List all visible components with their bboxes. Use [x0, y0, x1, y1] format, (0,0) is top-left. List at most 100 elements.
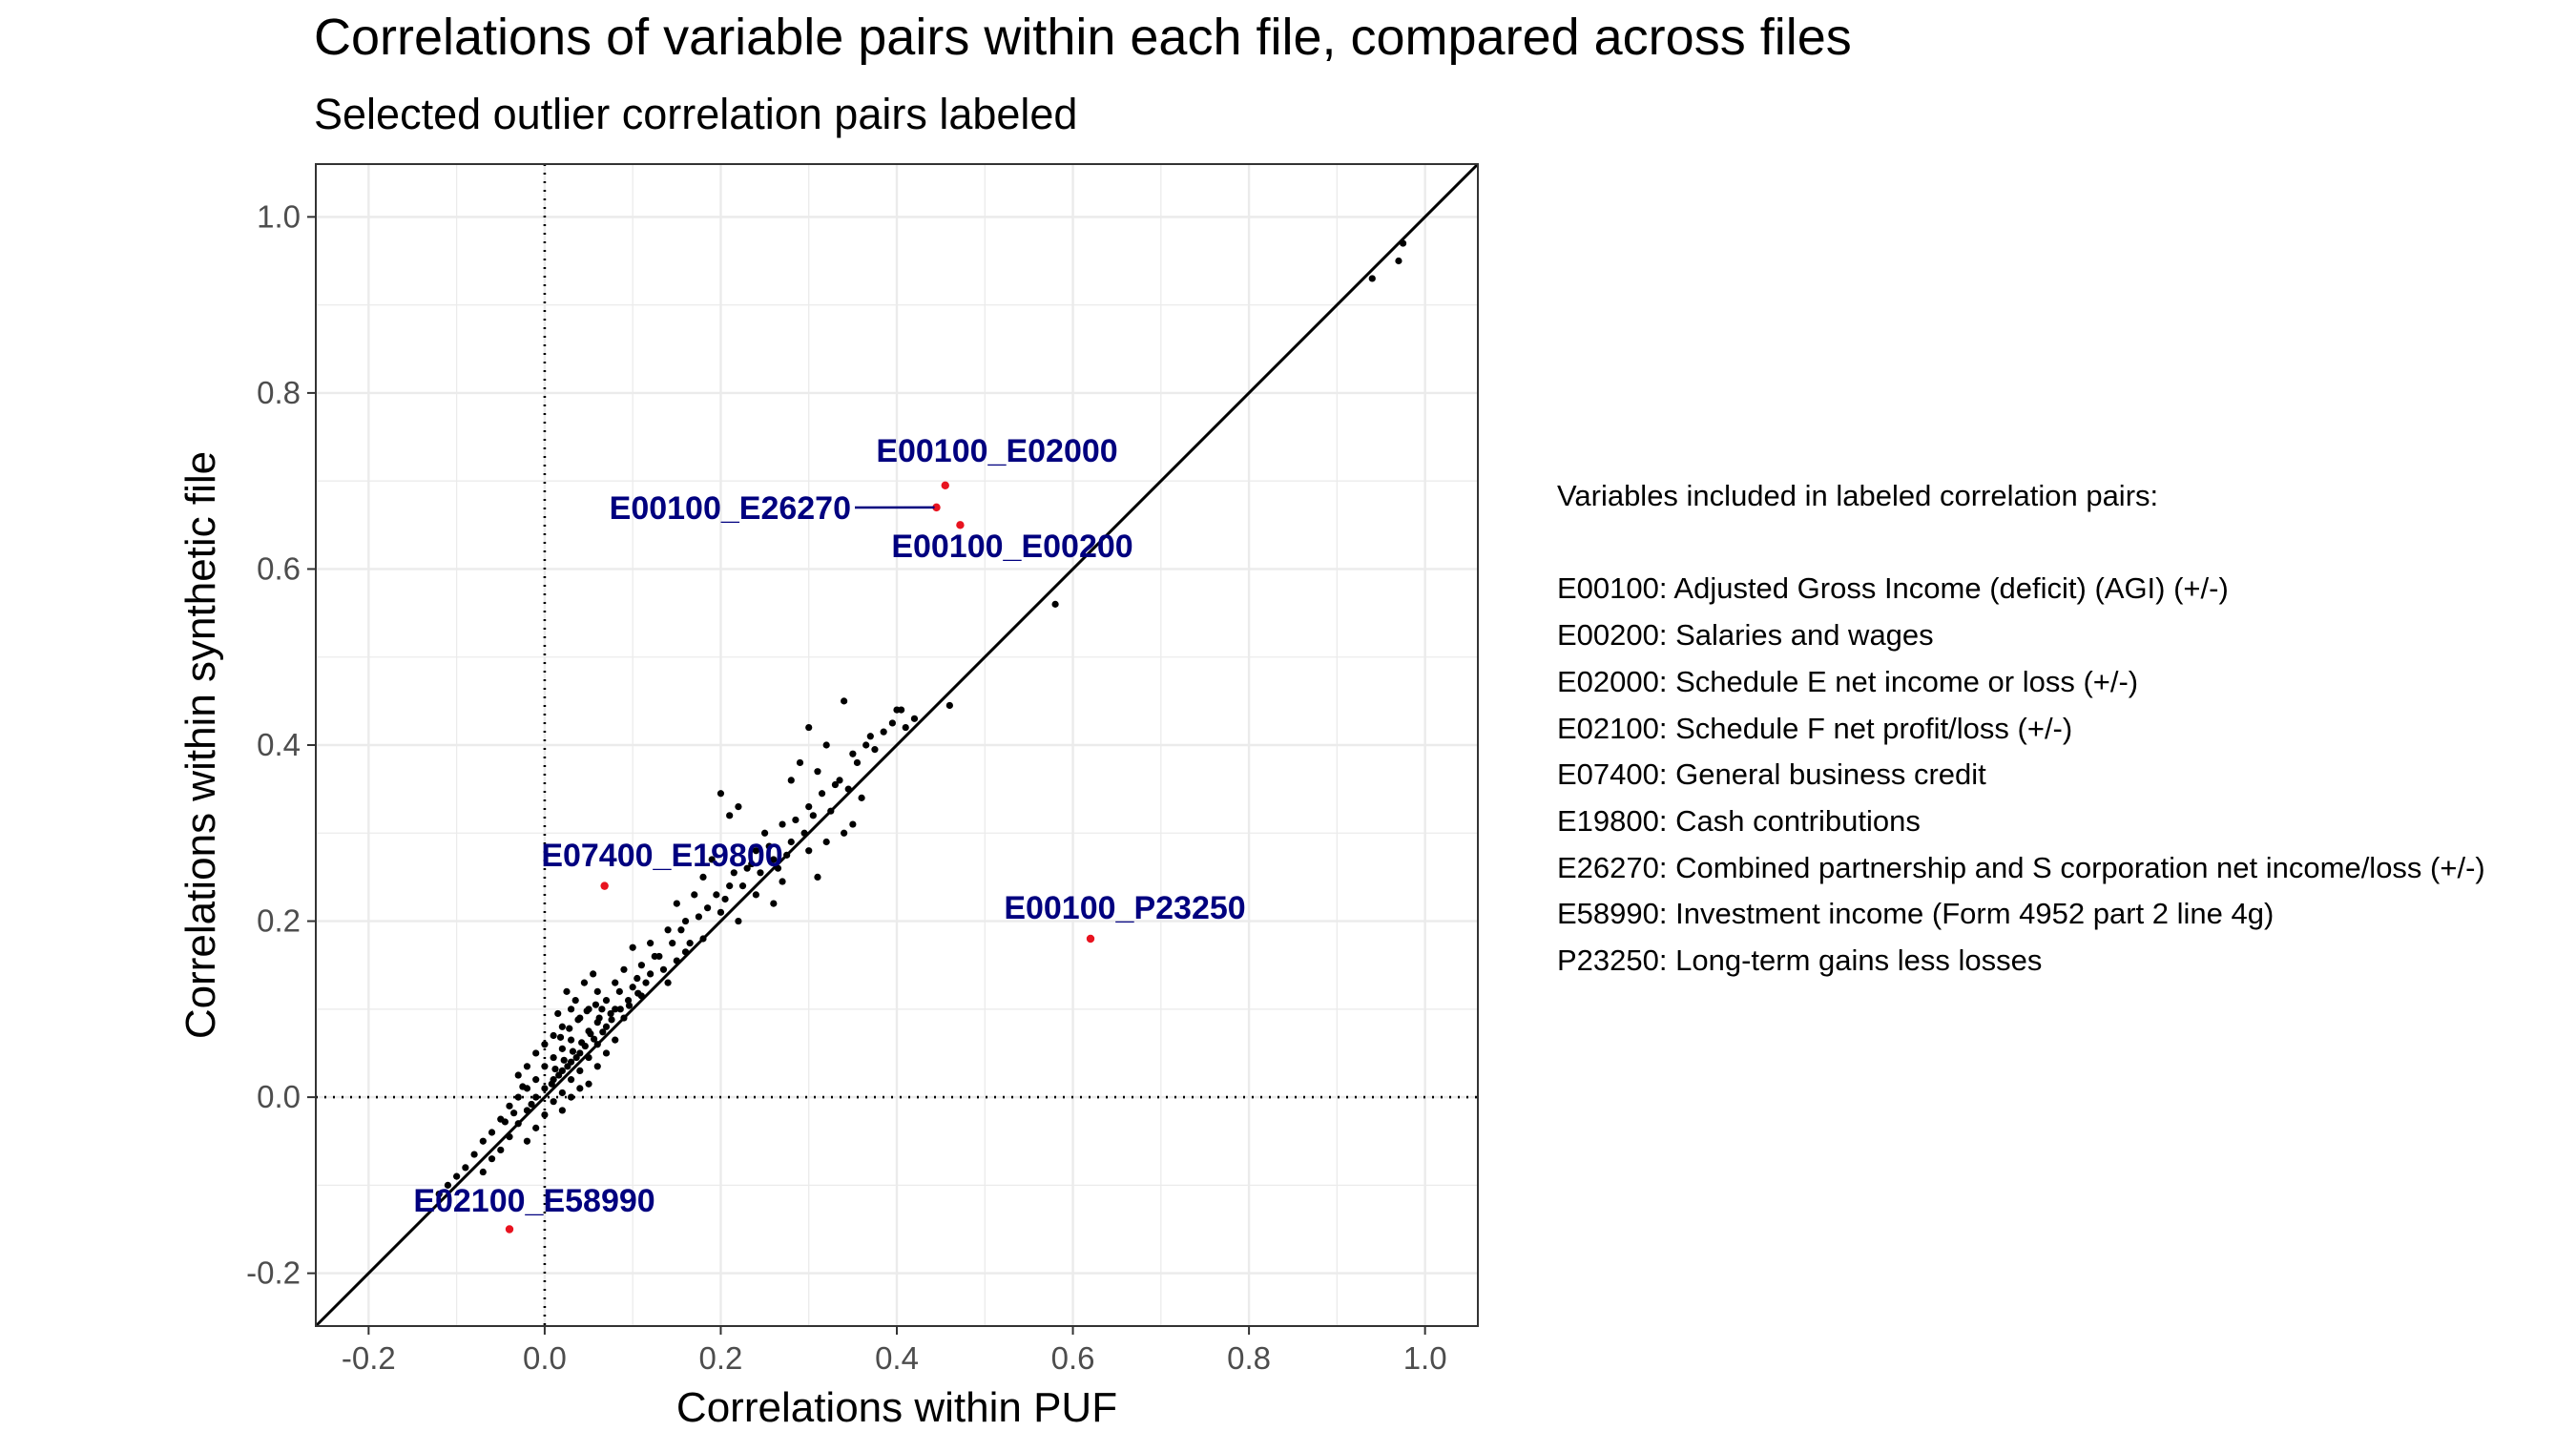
data-point: [866, 733, 874, 740]
data-point: [708, 856, 716, 863]
data-point: [453, 1172, 461, 1180]
data-point: [717, 908, 725, 916]
outlier-label: E07400_E19800: [541, 838, 782, 874]
data-point: [779, 820, 786, 828]
data-point: [836, 777, 843, 784]
data-point: [550, 1098, 557, 1106]
data-point: [704, 904, 712, 912]
data-point: [574, 1016, 582, 1024]
data-point: [730, 869, 737, 877]
outlier-label: E00100_P23250: [1004, 890, 1245, 926]
data-point: [849, 820, 857, 828]
data-point: [620, 965, 628, 973]
points-layer: [435, 239, 1407, 1198]
data-point: [581, 1042, 589, 1050]
data-point: [625, 1002, 634, 1009]
data-point: [470, 1151, 478, 1158]
data-point: [699, 873, 707, 881]
data-point: [479, 1168, 487, 1176]
x-tick-label: 0.0: [523, 1340, 567, 1376]
axis-ticks: -0.2 0.0 0.2 0.4 0.6 0.8 1.0 -0.2 0.0 0.2 0.4 0.6 0.…: [246, 198, 1446, 1376]
data-point: [691, 891, 698, 899]
data-point: [713, 891, 720, 899]
data-point: [462, 1164, 469, 1172]
data-point: [726, 812, 734, 819]
data-point: [792, 816, 800, 824]
y-axis-title: Correlations within synthetic file: [177, 451, 224, 1039]
reference-lines: [314, 162, 1480, 1328]
data-point: [569, 1047, 577, 1055]
legend-item: E26270: Combined partnership and S corpo…: [1557, 850, 2485, 884]
data-point: [669, 940, 676, 947]
legend-item: E02100: Schedule F net profit/loss (+/-): [1557, 711, 2073, 745]
data-point: [576, 1085, 584, 1092]
data-point: [721, 895, 729, 903]
data-point: [888, 719, 896, 727]
outlier-point: [1086, 934, 1095, 944]
outlier-label: E00100_E26270: [610, 490, 851, 527]
data-point: [585, 1080, 592, 1088]
data-point: [541, 1041, 549, 1048]
data-point: [602, 1023, 611, 1030]
data-point: [1368, 275, 1376, 282]
data-point: [659, 965, 668, 973]
data-point: [1395, 257, 1402, 265]
data-point: [519, 1083, 527, 1090]
data-point: [880, 728, 887, 736]
data-point: [479, 1137, 487, 1145]
data-point: [853, 758, 862, 767]
data-point: [590, 1035, 598, 1043]
data-point: [752, 891, 759, 899]
data-point: [1051, 600, 1059, 608]
data-point: [651, 952, 658, 961]
data-point: [616, 1006, 624, 1013]
data-point: [556, 1033, 565, 1041]
data-point: [677, 926, 685, 934]
data-point: [514, 1120, 522, 1128]
data-point: [805, 802, 813, 811]
legend-heading: Variables included in labeled correlatio…: [1557, 479, 2159, 512]
data-point: [607, 1009, 614, 1018]
data-point: [800, 829, 808, 837]
data-point: [673, 957, 680, 964]
legend-item: E58990: Investment income (Form 4952 par…: [1557, 897, 2275, 931]
outlier-label: E00100_E02000: [876, 433, 1117, 469]
data-point: [563, 987, 571, 995]
x-tick-label: 0.4: [875, 1340, 919, 1376]
data-point: [532, 1093, 540, 1101]
chart-subtitle: Selected outlier correlation pairs label…: [314, 90, 1078, 138]
data-point: [624, 996, 633, 1005]
data-point: [1399, 239, 1407, 247]
data-point: [488, 1129, 496, 1136]
data-point: [765, 842, 773, 850]
data-point: [774, 864, 782, 872]
data-point: [608, 1016, 615, 1024]
data-point: [814, 768, 821, 776]
data-point: [532, 1124, 540, 1131]
data-point: [488, 1155, 496, 1163]
data-point: [809, 812, 817, 819]
data-point: [831, 780, 840, 789]
data-point: [560, 1056, 568, 1064]
data-point: [673, 900, 680, 907]
legend-item: E07400: General business credit: [1557, 757, 1986, 792]
y-tick-label: 0.4: [257, 727, 301, 762]
data-point: [532, 1076, 540, 1084]
data-point: [664, 979, 672, 986]
data-point: [599, 1028, 607, 1036]
data-point: [637, 962, 646, 969]
data-point: [862, 741, 870, 749]
data-point: [532, 1049, 540, 1057]
y-tick-label: -0.2: [246, 1255, 301, 1291]
data-point: [567, 1093, 575, 1101]
data-point: [595, 1014, 603, 1022]
data-point: [681, 917, 690, 925]
data-point: [757, 869, 764, 877]
data-point: [647, 970, 654, 978]
data-point: [510, 1110, 518, 1117]
data-point: [551, 1065, 559, 1073]
data-point: [760, 829, 769, 837]
data-point: [555, 1071, 563, 1079]
data-point: [902, 723, 909, 732]
data-point: [841, 697, 848, 705]
